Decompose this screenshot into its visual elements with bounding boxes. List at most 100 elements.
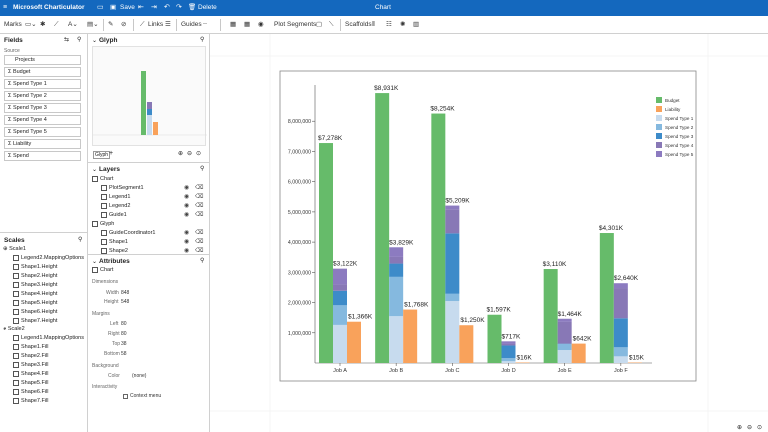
scale-mapping-item[interactable]: Shape5.Fill <box>13 379 49 388</box>
pin-icon[interactable]: ⚲ <box>78 237 83 243</box>
delete-layer-icon[interactable]: ⌫ <box>195 248 204 254</box>
layer-item[interactable]: Guide1 <box>101 211 127 220</box>
zoom-fit-icon[interactable]: ⊙ <box>196 151 202 157</box>
layer-item[interactable]: GuideCoordinator1 <box>101 229 155 238</box>
delete-button[interactable]: Delete <box>198 4 217 11</box>
export-icon[interactable]: ⇤ <box>138 4 144 11</box>
scale-mapping-item[interactable]: Shape6.Fill <box>13 388 49 397</box>
grid-alt-icon[interactable]: ▦ <box>244 21 251 28</box>
delete-layer-icon[interactable]: ⌫ <box>195 230 204 236</box>
redo-icon[interactable]: ↷ <box>176 4 182 11</box>
pin-icon[interactable]: ⚲ <box>200 258 205 264</box>
text-mark-icon[interactable]: A⌄ <box>68 21 78 28</box>
pin-icon[interactable]: ⚲ <box>77 37 82 43</box>
glyph-tab[interactable]: Glyph <box>93 151 111 159</box>
scale-mapping-item[interactable]: Shape2.Fill <box>13 352 49 361</box>
grid-icon[interactable]: ▦ <box>230 21 237 28</box>
scale-mapping-item[interactable]: Shape1.Height <box>13 263 57 272</box>
delete-layer-icon[interactable]: ⌫ <box>195 212 204 218</box>
data-axis-icon[interactable]: ✎ <box>108 21 114 28</box>
region-icon[interactable]: ▢ <box>316 21 323 28</box>
add-glyph-icon[interactable]: + <box>109 150 114 157</box>
line-segment-icon[interactable]: ⟍ <box>329 21 334 28</box>
scaffold-polar-icon[interactable]: ✺ <box>400 21 406 28</box>
link-icon[interactable]: ⇆ <box>64 37 70 43</box>
import-icon[interactable]: ⇥ <box>151 4 157 11</box>
layer-item[interactable]: Chart <box>92 175 113 184</box>
glyph-editor[interactable] <box>92 46 207 146</box>
icon-mark-icon[interactable]: ▤⌄ <box>87 21 99 28</box>
delete-icon[interactable]: 🗑 <box>188 4 197 11</box>
zoom-in-icon[interactable]: ⊕ <box>737 425 743 431</box>
scale-item[interactable]: ◕ Scale2 <box>3 326 25 332</box>
menu-icon[interactable]: ≡ <box>3 4 8 11</box>
legend-icon[interactable]: ☰ <box>165 21 171 28</box>
save-button[interactable]: Save <box>120 4 135 11</box>
scale-mapping-item[interactable]: Shape7.Height <box>13 317 57 326</box>
table-name[interactable]: Projects <box>4 55 81 65</box>
polar-icon[interactable]: ◉ <box>258 21 264 28</box>
layer-item[interactable]: Shape2 <box>101 247 128 256</box>
scaffold-curve-icon[interactable]: ▥ <box>413 21 420 28</box>
field-item[interactable]: Σ Budget <box>4 67 81 77</box>
height-input[interactable]: 548 <box>121 299 130 305</box>
layer-item[interactable]: Glyph <box>92 220 114 229</box>
scale-mapping-item[interactable]: Shape5.Height <box>13 299 57 308</box>
chart-canvas[interactable]: 1,000,000 2,000,000 3,000,000 4,000,000 5,00… <box>210 34 768 432</box>
scale-mapping-item[interactable]: Shape7.Fill <box>13 397 49 406</box>
scale-mapping-item[interactable]: Legend1.MappingOptions <box>13 334 84 343</box>
width-input[interactable]: 848 <box>121 290 130 296</box>
nested-chart-icon[interactable]: ⊘ <box>121 21 127 28</box>
visibility-icon[interactable]: ◉ <box>184 194 190 200</box>
line-mark-icon[interactable]: ⟋ <box>54 21 59 28</box>
visibility-icon[interactable]: ◉ <box>184 248 190 254</box>
scale-mapping-item[interactable]: Legend2.MappingOptions <box>13 254 84 263</box>
scale-mapping-item[interactable]: Shape4.Fill <box>13 370 49 379</box>
layer-item[interactable]: PlotSegment1 <box>101 184 144 193</box>
field-item[interactable]: Σ Spend Type 3 <box>4 103 81 113</box>
layer-item[interactable]: Legend1 <box>101 193 130 202</box>
bottom-input[interactable]: 58 <box>121 351 127 357</box>
collapse-icon[interactable]: ⌄ <box>92 38 98 44</box>
links-button[interactable]: Links <box>148 21 164 28</box>
field-item[interactable]: Σ Spend Type 4 <box>4 115 81 125</box>
scaffold-v-icon[interactable]: ☷ <box>386 21 392 28</box>
right-input[interactable]: 80 <box>121 331 127 337</box>
scaffold-h-icon[interactable]: ⫴ <box>372 21 375 28</box>
delete-layer-icon[interactable]: ⌫ <box>195 203 204 209</box>
field-item[interactable]: Σ Spend <box>4 151 81 161</box>
layer-item[interactable]: Legend2 <box>101 202 130 211</box>
context-menu-checkbox[interactable] <box>123 394 128 399</box>
visibility-icon[interactable]: ◉ <box>184 230 190 236</box>
symbol-mark-icon[interactable]: ✱ <box>40 21 46 28</box>
save-icon[interactable]: ▣ <box>110 4 117 11</box>
top-input[interactable]: 38 <box>121 341 127 347</box>
field-item[interactable]: Σ Spend Type 5 <box>4 127 81 137</box>
visibility-icon[interactable]: ◉ <box>184 203 190 209</box>
scale-mapping-item[interactable]: Shape3.Fill <box>13 361 49 370</box>
visibility-icon[interactable]: ◉ <box>184 185 190 191</box>
field-item[interactable]: Σ Spend Type 1 <box>4 79 81 89</box>
field-item[interactable]: Σ Spend Type 2 <box>4 91 81 101</box>
zoom-out-icon[interactable]: ⊖ <box>747 425 753 431</box>
collapse-icon[interactable]: ⌄ <box>92 167 98 173</box>
scale-mapping-item[interactable]: Shape4.Height <box>13 290 57 299</box>
scale-mapping-item[interactable]: Shape3.Height <box>13 281 57 290</box>
scale-item[interactable]: ⊕ Scale1 <box>3 246 26 252</box>
rect-mark-icon[interactable]: ▭⌄ <box>25 21 37 28</box>
pin-icon[interactable]: ⚲ <box>200 166 205 172</box>
undo-icon[interactable]: ↶ <box>164 4 170 11</box>
left-input[interactable]: 80 <box>121 321 127 327</box>
delete-layer-icon[interactable]: ⌫ <box>195 239 204 245</box>
guide-icon[interactable]: ┈ <box>203 21 207 28</box>
delete-layer-icon[interactable]: ⌫ <box>195 194 204 200</box>
zoom-out-icon[interactable]: ⊖ <box>187 151 193 157</box>
pin-icon[interactable]: ⚲ <box>200 37 205 43</box>
field-item[interactable]: Σ Liability <box>4 139 81 149</box>
scale-mapping-item[interactable]: Shape2.Height <box>13 272 57 281</box>
delete-layer-icon[interactable]: ⌫ <box>195 185 204 191</box>
color-picker[interactable]: (none) <box>132 373 147 379</box>
scale-mapping-item[interactable]: Shape1.Fill <box>13 343 49 352</box>
visibility-icon[interactable]: ◉ <box>184 212 190 218</box>
zoom-fit-icon[interactable]: ⊙ <box>757 425 763 431</box>
